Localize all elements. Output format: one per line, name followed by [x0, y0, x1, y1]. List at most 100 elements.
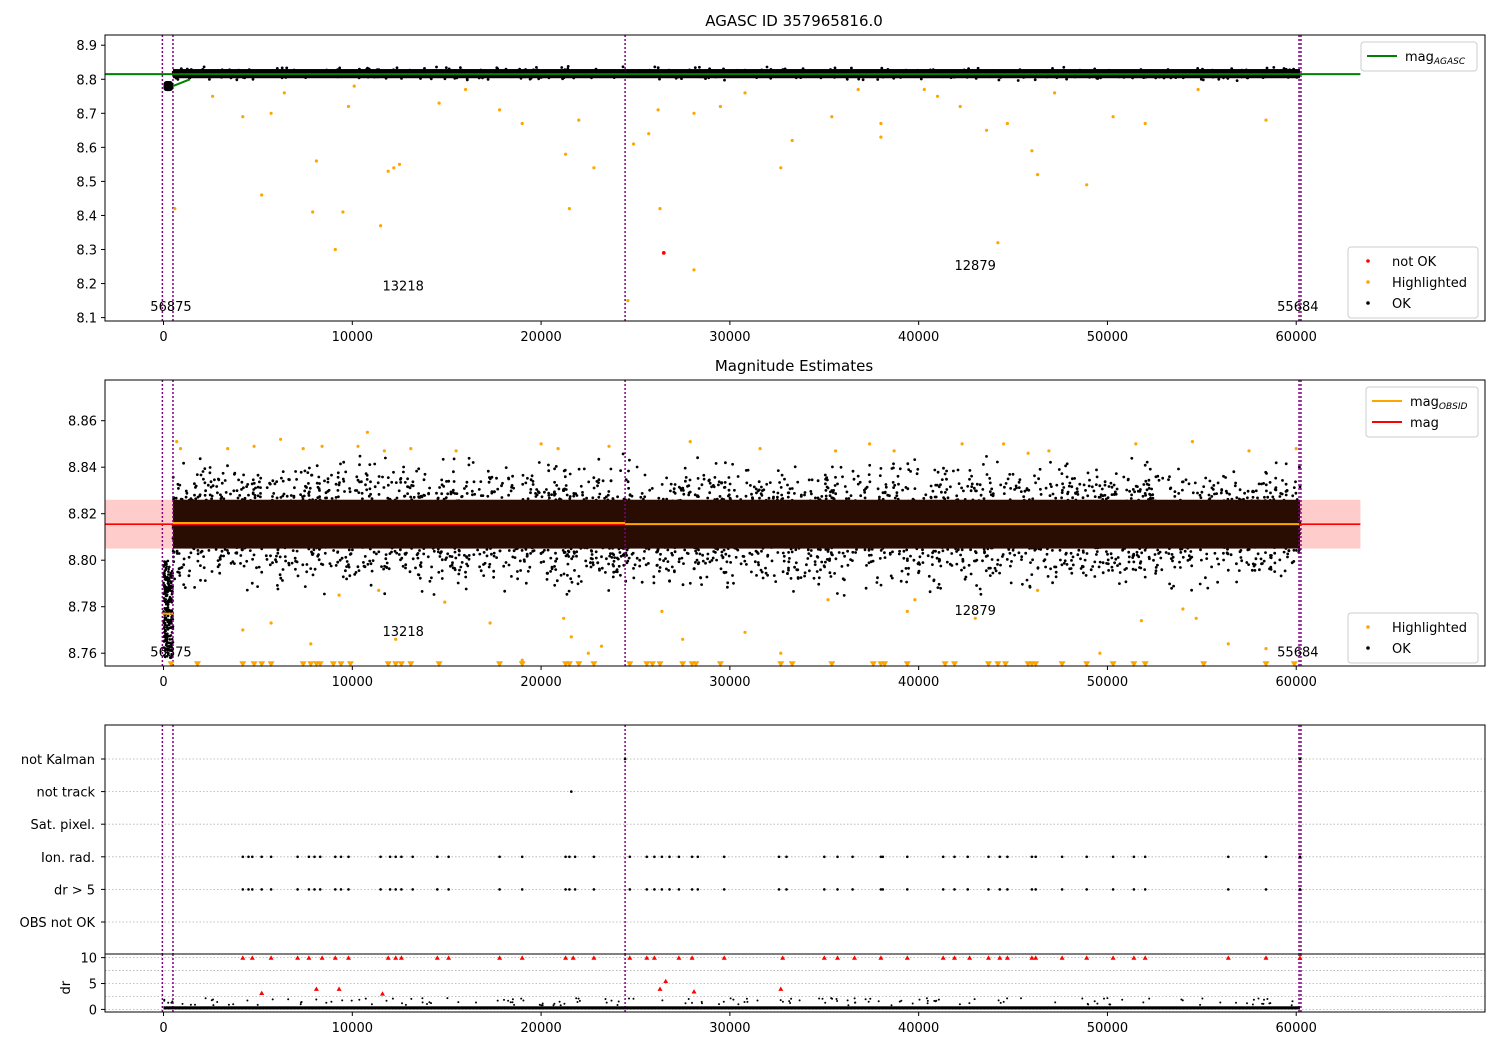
- ok-point: [400, 556, 404, 560]
- ok-point: [868, 463, 872, 467]
- ok-point: [799, 69, 803, 73]
- ok-point: [1199, 496, 1203, 499]
- ok-point: [833, 484, 837, 487]
- ok-point: [1266, 495, 1270, 499]
- ok-point: [554, 465, 558, 468]
- ok-point: [365, 478, 369, 481]
- ok-point: [1033, 474, 1036, 478]
- ok-point: [1144, 75, 1148, 79]
- ok-point: [1008, 473, 1012, 476]
- ok-point: [513, 556, 517, 559]
- ok-point: [1179, 547, 1182, 551]
- ok-point: [738, 69, 742, 72]
- ok-point: [581, 493, 584, 497]
- ok-point: [575, 554, 578, 558]
- ok-point: [545, 488, 548, 491]
- ok-point: [700, 583, 703, 586]
- ok-point: [991, 571, 995, 575]
- highlighted-point: [282, 91, 286, 95]
- ok-point: [1017, 551, 1021, 555]
- ok-point: [237, 478, 241, 482]
- ok-point: [633, 563, 637, 567]
- ok-point: [235, 78, 239, 82]
- ok-point: [927, 574, 931, 578]
- ok-point: [459, 66, 462, 69]
- ok-point: [803, 574, 806, 578]
- ok-point: [337, 495, 340, 499]
- ok-point: [1250, 70, 1254, 74]
- ok-point: [701, 553, 704, 557]
- ok-point: [590, 549, 594, 553]
- ok-point: [358, 454, 362, 458]
- ok-point: [223, 479, 227, 482]
- ok-point: [584, 74, 588, 78]
- ok-point: [1020, 555, 1024, 559]
- ok-point: [1063, 559, 1067, 563]
- ok-point: [863, 548, 867, 552]
- ok-point: [251, 492, 255, 496]
- ok-point: [850, 66, 853, 70]
- ok-point: [594, 67, 598, 71]
- ok-point: [464, 575, 468, 579]
- ok-point: [942, 496, 945, 499]
- ok-point: [495, 66, 499, 70]
- ok-point: [518, 559, 522, 563]
- ok-point: [1202, 485, 1206, 488]
- ok-point: [465, 562, 468, 566]
- ok-point: [194, 484, 198, 488]
- ok-point: [275, 496, 279, 500]
- ok-point: [1112, 483, 1116, 487]
- ok-point: [1278, 558, 1282, 562]
- ok-point: [873, 69, 876, 73]
- ok-point: [769, 68, 773, 71]
- ok-point: [336, 560, 340, 564]
- ok-point: [725, 560, 729, 564]
- ok-point: [965, 75, 969, 79]
- ok-point: [336, 475, 340, 479]
- ok-point: [1240, 68, 1244, 72]
- highlighted-point: [632, 142, 636, 146]
- ok-point: [1179, 551, 1183, 554]
- ok-point: [754, 549, 758, 553]
- ok-point: [330, 497, 334, 500]
- ok-point: [183, 586, 187, 589]
- ok-point: [422, 478, 426, 482]
- ok-point: [632, 69, 635, 72]
- ok-point: [824, 497, 828, 501]
- ok-point: [902, 549, 906, 553]
- ok-point: [810, 492, 813, 496]
- ok-point: [1003, 485, 1006, 489]
- ok-point: [196, 549, 200, 552]
- ok-point: [1121, 74, 1124, 78]
- ok-point: [250, 69, 253, 73]
- ok-point: [1253, 74, 1257, 78]
- ok-point: [639, 495, 643, 499]
- highlighted-point: [498, 108, 502, 112]
- ok-point: [290, 70, 294, 74]
- ok-point: [252, 488, 256, 491]
- ok-point: [819, 568, 822, 572]
- ok-point: [726, 581, 730, 585]
- ok-point: [1274, 461, 1278, 465]
- ok-point: [722, 548, 726, 552]
- ok-point: [1114, 492, 1118, 496]
- ok-point: [563, 68, 567, 71]
- ok-point: [202, 65, 206, 69]
- ok-point: [1083, 558, 1087, 562]
- ok-point: [220, 481, 224, 485]
- ok-point: [597, 495, 601, 499]
- ok-point: [1217, 562, 1221, 566]
- ok-point: [816, 479, 820, 483]
- ok-point: [284, 559, 287, 563]
- ok-point: [1059, 558, 1062, 562]
- ok-point: [1127, 555, 1131, 559]
- ok-point: [618, 551, 622, 554]
- ok-point: [271, 479, 275, 483]
- ok-point: [922, 497, 926, 500]
- ok-point: [461, 68, 464, 72]
- ok-point: [402, 470, 405, 474]
- ok-point: [318, 482, 321, 485]
- ok-point: [985, 455, 988, 458]
- ok-point: [564, 488, 568, 491]
- highlighted-point: [1111, 115, 1115, 119]
